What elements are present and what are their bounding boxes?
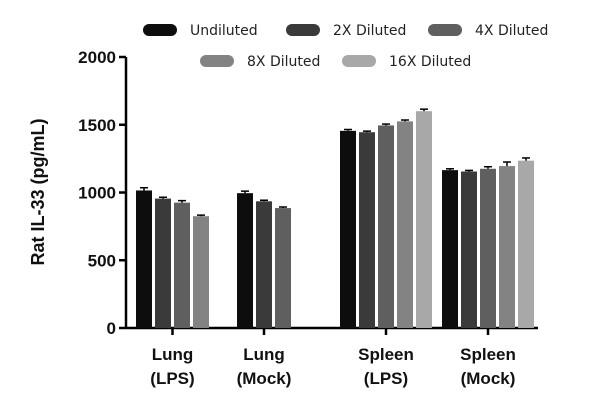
x-tick-label: (LPS) [150,369,194,388]
bar [237,193,253,328]
bar [378,125,394,329]
bar [518,160,534,328]
legend-swatch [143,24,177,36]
y-tick-label: 0 [107,319,116,338]
legend-swatch [286,24,320,36]
y-axis: 0 500 1000 1500 2000 [78,48,128,338]
bar [136,190,152,328]
legend-swatch [342,55,376,67]
x-tick-label: Spleen [358,345,414,364]
bar [461,171,477,328]
x-tick-label: (LPS) [364,369,408,388]
bar [442,170,458,328]
x-tick-label: Spleen [460,345,516,364]
legend-swatch [428,24,462,36]
x-tick-label: (Mock) [461,369,516,388]
legend-label: 2X Diluted [333,23,406,39]
legend-swatch [200,55,234,67]
y-axis-label: Rat IL-33 (pg/mL) [28,118,48,265]
x-tick-label: Lung [243,345,285,364]
bar [275,208,291,328]
bar [155,198,171,328]
bar [359,132,375,328]
x-tick-label: Lung [152,345,194,364]
y-tick-label: 1000 [78,184,116,203]
y-tick-label: 500 [88,251,116,270]
bars [136,108,534,329]
bar [499,166,515,328]
legend-label: Undiluted [190,23,258,39]
bar [416,111,432,328]
bar [397,121,413,328]
y-tick-label: 2000 [78,48,116,67]
bar [193,216,209,328]
legend-label: 8X Diluted [247,54,320,70]
legend-label: 16X Diluted [389,54,471,70]
bar [256,201,272,328]
bar [174,202,190,328]
y-tick-label: 1500 [78,116,116,135]
bar [480,168,496,328]
x-axis: Lung (LPS) Lung (Mock) Spleen (LPS) Spleen (Moc… [126,326,538,388]
legend-label: 4X Diluted [475,23,548,39]
x-tick-label: (Mock) [237,369,292,388]
bar [340,130,356,328]
legend: Undiluted 2X Diluted 4X Diluted 8X Diluted 1… [143,23,548,70]
